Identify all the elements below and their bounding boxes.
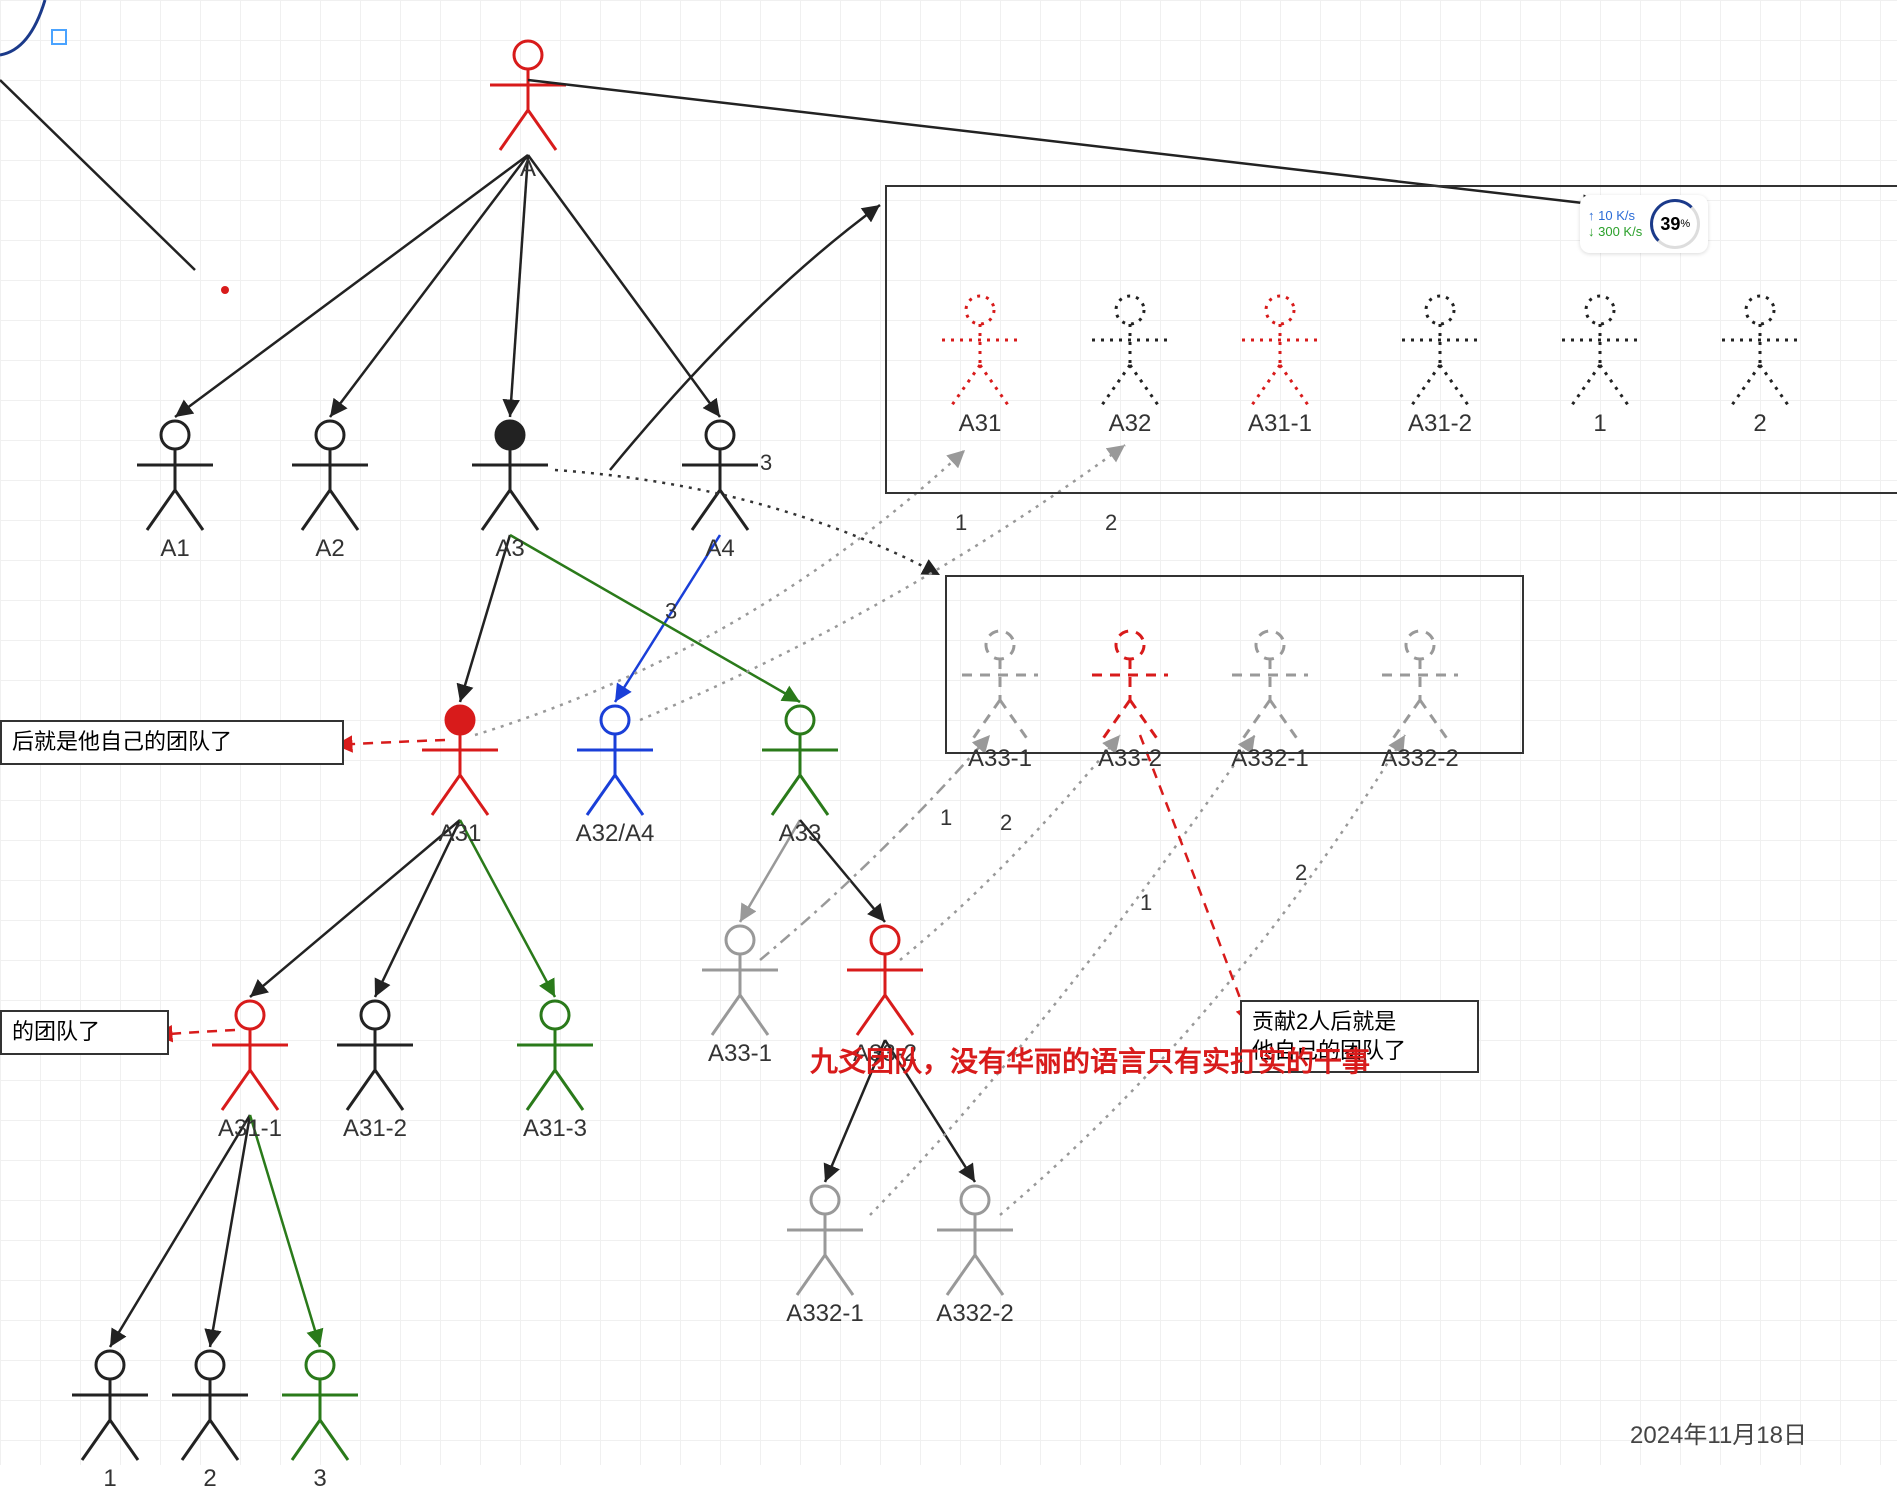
node-A33: [762, 706, 838, 815]
textbox-tb1: 后就是他自己的团队了: [0, 720, 344, 765]
node-label-n3: 3: [313, 1465, 326, 1493]
node-A2: [292, 421, 368, 530]
node-label-A: A: [520, 155, 536, 183]
container-box2: [945, 575, 1524, 754]
svg-text:3: 3: [665, 599, 677, 624]
node-A31-1: [212, 1001, 288, 1110]
svg-text:2: 2: [1295, 860, 1307, 885]
node-A32: [577, 706, 653, 815]
node-label-box2-A332-1: A332-1: [1231, 745, 1308, 773]
svg-text:1: 1: [955, 510, 967, 535]
node-n2: [172, 1351, 248, 1460]
node-label-n1: 1: [103, 1465, 116, 1493]
svg-text:2: 2: [1105, 510, 1117, 535]
svg-text:3: 3: [760, 450, 772, 475]
node-A33-1: [702, 926, 778, 1035]
node-label-A31: A31: [439, 820, 482, 848]
node-label-A31-1: A31-1: [218, 1115, 282, 1143]
node-A332-2: [937, 1186, 1013, 1295]
date-stamp: 2024年11月18日: [1630, 1415, 1807, 1450]
node-label-A33-1: A33-1: [708, 1040, 772, 1068]
node-label-box1-2: 2: [1753, 410, 1766, 438]
node-A332-1: [787, 1186, 863, 1295]
svg-text:2: 2: [1000, 810, 1012, 835]
node-label-A32: A32/A4: [576, 820, 655, 848]
node-label-A31-2: A31-2: [343, 1115, 407, 1143]
upload-speed: 10 K/s: [1598, 208, 1635, 223]
node-A31: [422, 706, 498, 815]
node-label-n2: 2: [203, 1465, 216, 1493]
node-A: [490, 41, 566, 150]
svg-text:1: 1: [940, 805, 952, 830]
node-label-A332-2: A332-2: [936, 1300, 1013, 1328]
node-label-box1-A32: A32: [1109, 410, 1152, 438]
node-n3: [282, 1351, 358, 1460]
container-box1: [885, 185, 1897, 494]
node-label-box1-A31: A31: [959, 410, 1002, 438]
node-A1: [137, 421, 213, 530]
percent-circle: 39%: [1650, 199, 1700, 249]
download-speed: 300 K/s: [1598, 224, 1642, 239]
node-label-A2: A2: [315, 535, 344, 563]
node-label-box2-A33-1: A33-1: [968, 745, 1032, 773]
node-n1: [72, 1351, 148, 1460]
watermark-text: 九爻团队，没有华丽的语言只有实打实的干事: [810, 1040, 1370, 1080]
node-A4: [682, 421, 758, 530]
node-label-box2-A332-2: A332-2: [1381, 745, 1458, 773]
svg-text:1: 1: [1140, 890, 1152, 915]
node-A31-3: [517, 1001, 593, 1110]
node-label-A4: A4: [705, 535, 734, 563]
node-A31-2: [337, 1001, 413, 1110]
node-A33-2: [847, 926, 923, 1035]
node-label-box1-1: 1: [1593, 410, 1606, 438]
node-label-box2-A33-2: A33-2: [1098, 745, 1162, 773]
node-label-A33: A33: [779, 820, 822, 848]
node-label-A31-3: A31-3: [523, 1115, 587, 1143]
network-speed-widget[interactable]: ↑ 10 K/s ↓ 300 K/s 39%: [1580, 195, 1708, 253]
node-label-A332-1: A332-1: [786, 1300, 863, 1328]
textbox-tb2: 的团队了: [0, 1010, 169, 1055]
node-label-box1-A31-2: A31-2: [1408, 410, 1472, 438]
node-label-box1-A31-1: A31-1: [1248, 410, 1312, 438]
node-A3: [472, 421, 548, 530]
node-label-A3: A3: [495, 535, 524, 563]
node-label-A1: A1: [160, 535, 189, 563]
